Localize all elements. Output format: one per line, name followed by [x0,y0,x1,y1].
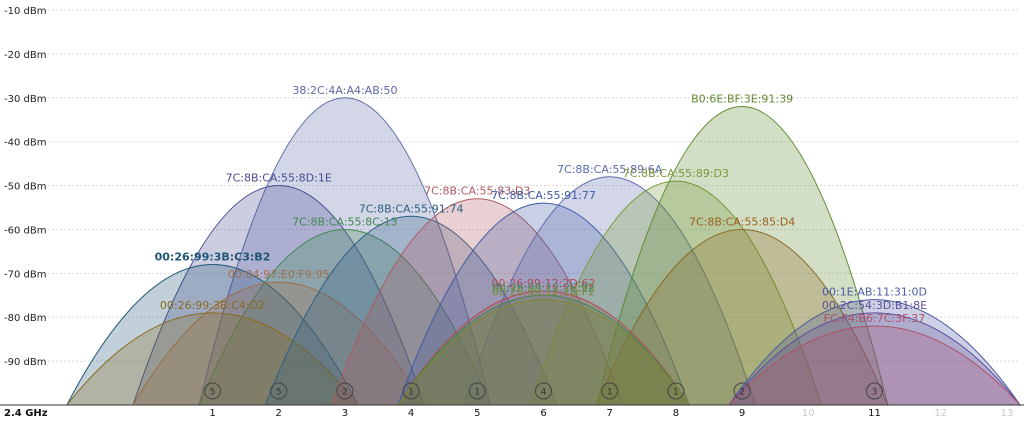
x-tick-label: 7 [607,408,613,419]
network-curve[interactable] [595,229,889,406]
channel-marker[interactable] [535,382,552,400]
network-label: 00:26:99:3B:C4:D2 [160,299,265,312]
network-curve[interactable] [529,180,823,406]
y-tick-label: -90 dBm [4,357,46,368]
network-label: 7C:8B:CA:55:89:D3 [623,167,729,180]
x-tick-label: 13 [1001,408,1014,419]
y-gridlines: -10 dBm -20 dBm -30 dBm -40 dBm -50 dBm -60 d… [4,6,1020,368]
network-curve[interactable] [396,290,691,406]
channel-marker[interactable] [733,382,751,400]
y-tick-label: -60 dBm [4,225,46,236]
channel-markers: 5 5 2 1 1 4 1 1 2 3 [204,382,883,400]
band-label: 2.4 GHz [4,408,48,419]
x-tick-label: 12 [934,408,947,419]
channel-marker-count: 5 [276,388,282,398]
y-tick-label: -30 dBm [4,94,46,105]
x-tick-label: 11 [868,408,881,419]
x-tick-label: 6 [540,408,546,419]
network-curve[interactable] [132,185,426,406]
x-tick-label: 5 [474,408,480,419]
channel-marker-count: 3 [872,388,878,398]
y-tick-label: -70 dBm [4,269,46,280]
network-curve[interactable] [463,176,757,406]
channel-marker[interactable] [270,382,288,400]
channel-marker[interactable] [468,382,486,400]
network-curve[interactable] [396,299,691,406]
x-axis: 2.4 GHz [0,404,1024,419]
network-label: 7C:8B:CA:55:83:D3 [424,185,530,198]
y-tick-label: -20 dBm [4,50,46,61]
network-curves [65,97,1022,406]
network-curve[interactable] [330,198,624,406]
channel-marker-count: 1 [673,388,679,398]
network-label: 7C:8B:CA:55:8C:13 [292,215,397,228]
network-curve[interactable] [65,312,360,406]
channel-marker-count: 1 [408,388,414,398]
channel-marker[interactable] [204,382,221,400]
channel-marker-count: 1 [474,388,480,398]
channel-marker-count: 4 [541,388,547,398]
network-label: 7C:8B:CA:55:8D:1E [226,172,332,185]
network-curve[interactable] [727,325,1022,406]
network-curve[interactable] [595,106,889,406]
network-curve[interactable] [727,312,1022,406]
network-label: 00:26:99:12:2E:92 [492,281,594,294]
x-tick-label: 8 [673,408,679,419]
channel-marker[interactable] [601,382,619,400]
channel-marker-count: 2 [739,388,745,398]
network-label: 00:2C:54:3D:B1:8E [822,299,927,312]
network-label: 00:26:99:12:2D:F2 [492,286,595,299]
network-label: 7C:8B:CA:55:89:6A [557,163,663,176]
network-label: 7C:8B:CA:55:91:77 [491,189,596,202]
network-label: 00:26:99:12:2D:62 [492,277,596,290]
x-tick-labels: 1 2 3 4 5 6 7 8 9 10 11 12 13 [209,408,1013,419]
x-tick-label: 2 [276,408,282,419]
network-curve[interactable] [264,215,558,406]
y-tick-label: -10 dBm [4,6,46,17]
network-label: 38:2C:4A:A4:AB:50 [292,84,397,97]
network-label: 00:26:99:3B:C3:B2 [155,251,271,264]
y-tick-label: -50 dBm [4,182,46,193]
network-curve[interactable] [198,229,492,406]
channel-marker[interactable] [667,382,685,400]
x-tick-label: 3 [342,408,348,419]
channel-marker[interactable] [402,382,420,400]
x-tick-label: 9 [739,408,745,419]
network-label: B0:6E:BF:3E:91:39 [691,93,793,106]
channel-marker[interactable] [866,382,883,400]
y-tick-label: -80 dBm [4,313,46,324]
y-tick-label: -40 dBm [4,138,46,149]
network-label: 7C:8B:CA:55:85:D4 [689,215,795,228]
x-tick-label: 4 [408,408,414,419]
network-label: 7C:8B:CA:55:91:74 [359,202,464,215]
x-tick-label: 10 [802,408,815,419]
network-curve[interactable] [66,264,359,406]
network-label: 00:1E:AB:11:31:0D [822,286,927,299]
network-curve[interactable] [396,294,691,406]
channel-marker[interactable] [336,382,354,400]
channel-marker-count: 5 [210,388,216,398]
channel-marker-count: 2 [342,388,348,398]
network-label: FC:F4:B6:7C:3F:37 [824,312,926,325]
network-labels: 38:2C:4A:A4:AB:50 7C:8B:CA:55:8D:1E 7C:8B:… [155,84,927,325]
network-label: 00:04:97:E0:F9:95 [228,268,330,281]
network-curve[interactable] [397,202,690,406]
channel-marker-count: 1 [607,388,613,398]
x-tick-label: 1 [209,408,215,419]
network-curve[interactable] [727,299,1022,406]
